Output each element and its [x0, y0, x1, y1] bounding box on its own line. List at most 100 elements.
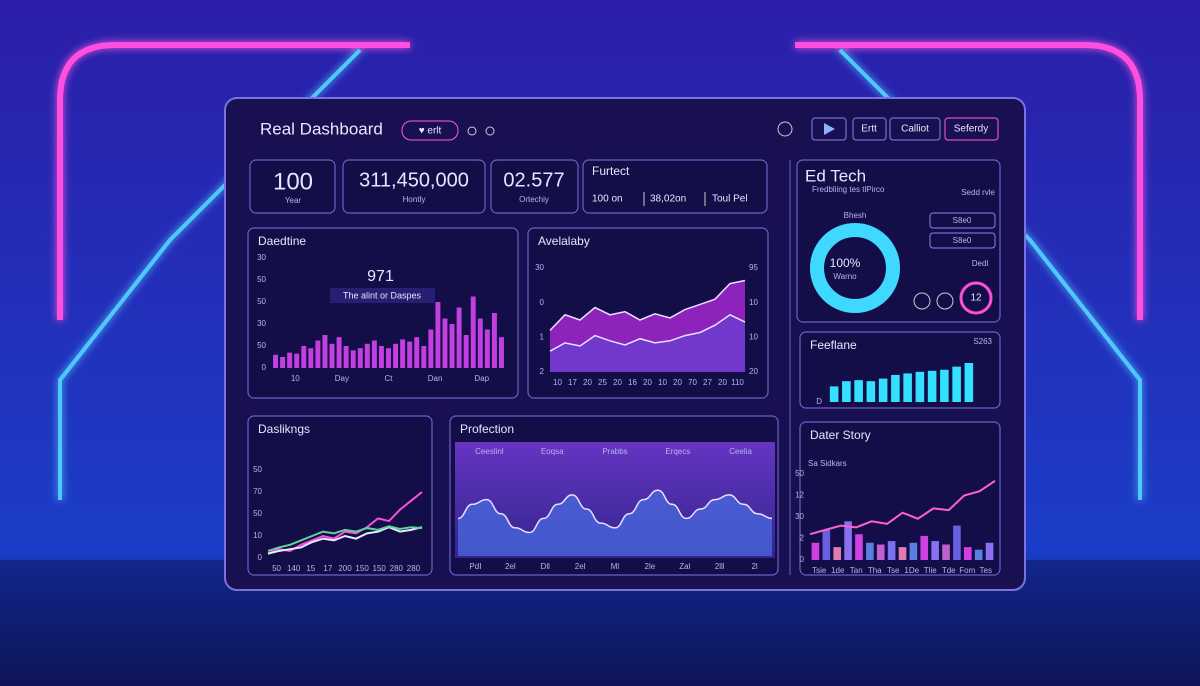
- donut-label: Bhesh: [844, 211, 867, 220]
- x-label: Tse: [887, 566, 900, 575]
- bar: [364, 343, 370, 368]
- x-label: Tes: [980, 566, 992, 575]
- x-label: 20: [718, 378, 727, 387]
- line: [549, 313, 746, 352]
- button-label[interactable]: Seferdy: [954, 124, 988, 135]
- bar: [898, 547, 907, 560]
- bar: [470, 296, 476, 368]
- bar: [855, 534, 863, 560]
- kpi-card: [249, 159, 336, 214]
- bar: [350, 350, 356, 368]
- y-label: 30: [257, 319, 266, 328]
- icon[interactable]: [485, 126, 495, 136]
- play-button[interactable]: [811, 117, 847, 141]
- x-label: 150: [355, 564, 369, 573]
- x-label: Tha: [868, 566, 882, 575]
- bar: [876, 544, 885, 560]
- x-label: 140: [287, 564, 301, 573]
- y-label: 10: [253, 531, 262, 540]
- icon[interactable]: [777, 121, 793, 137]
- y-label: 0: [262, 363, 267, 372]
- column-label: Eoqsa: [541, 447, 564, 456]
- x-label: 150: [373, 564, 387, 573]
- button-label[interactable]: Calliot: [901, 124, 929, 135]
- bar: [273, 354, 279, 368]
- bar: [811, 542, 820, 560]
- chart-panel: [247, 415, 433, 576]
- chart-panel: [247, 227, 519, 399]
- chart-title: Daedtine: [258, 234, 306, 248]
- tag[interactable]: ♥ erlt: [419, 126, 442, 137]
- bar: [463, 335, 469, 368]
- bar: [940, 369, 949, 402]
- tag-pill[interactable]: [401, 120, 459, 141]
- x-label: Day: [335, 374, 349, 383]
- line: [267, 526, 423, 555]
- line: [457, 489, 773, 534]
- bar: [308, 348, 314, 368]
- x-label: 20: [643, 378, 652, 387]
- edtech-note: Sedd rvle: [961, 188, 995, 197]
- edtech-title: Ed Tech: [805, 166, 866, 185]
- bar: [287, 352, 293, 368]
- y-label: 70: [253, 487, 262, 496]
- x-label: Dan: [428, 374, 443, 383]
- x-label: Dll: [541, 562, 551, 571]
- button-label[interactable]: Ertt: [861, 124, 877, 135]
- bar: [386, 348, 391, 368]
- bar: [963, 547, 972, 560]
- area: [458, 490, 772, 556]
- x-label: 27: [703, 378, 712, 387]
- stat: S8e0: [953, 216, 972, 225]
- kpi-label: Ortechiy: [519, 195, 549, 204]
- bar: [414, 337, 420, 368]
- x-label: 2el: [505, 562, 516, 571]
- x-label: 10: [291, 374, 300, 383]
- summary-item: 38,02on: [650, 194, 686, 205]
- bar: [449, 324, 455, 368]
- icon[interactable]: [467, 126, 477, 136]
- button[interactable]: [944, 117, 999, 141]
- bar: [903, 373, 912, 402]
- column-label: Erqecs: [665, 447, 690, 456]
- x-label: 20: [583, 378, 592, 387]
- bar: [909, 542, 918, 560]
- stat-box: [929, 232, 996, 249]
- line: [549, 279, 746, 331]
- bar: [322, 335, 328, 368]
- kpi-value: 100: [273, 168, 313, 195]
- bar: [854, 380, 863, 402]
- column-label: Ceeslinl: [475, 447, 504, 456]
- x-label: 1De: [904, 566, 919, 575]
- kpi-value: 311,450,000: [359, 169, 469, 191]
- y-label: 30: [795, 512, 804, 521]
- bar: [315, 340, 321, 368]
- y-label: D: [816, 397, 822, 406]
- bar: [866, 542, 874, 560]
- x-label: 50: [272, 564, 281, 573]
- button[interactable]: [852, 117, 887, 141]
- icon[interactable]: [936, 292, 954, 310]
- bar: [887, 541, 896, 560]
- bar: [484, 329, 490, 368]
- button[interactable]: [889, 117, 941, 141]
- chart-title: Profection: [460, 422, 514, 436]
- x-label: 2le: [645, 562, 656, 571]
- chart-title: Feeflane: [810, 338, 857, 352]
- bar: [477, 318, 483, 368]
- x-label: Tsie: [812, 566, 827, 575]
- x-label: Tde: [942, 566, 956, 575]
- y-label: 50: [795, 469, 804, 478]
- annotation-box: [330, 288, 435, 303]
- neon-frame: [57, 42, 1143, 500]
- icon[interactable]: [913, 292, 931, 310]
- bar: [866, 381, 876, 402]
- edtech-card: [796, 159, 1001, 323]
- bar: [952, 366, 961, 402]
- summary-item: 100 on: [592, 194, 623, 205]
- play-icon: [824, 123, 835, 135]
- kpi-card: [490, 159, 579, 214]
- x-label: 70: [688, 378, 697, 387]
- y-label: 30: [257, 253, 266, 262]
- bar: [498, 337, 504, 368]
